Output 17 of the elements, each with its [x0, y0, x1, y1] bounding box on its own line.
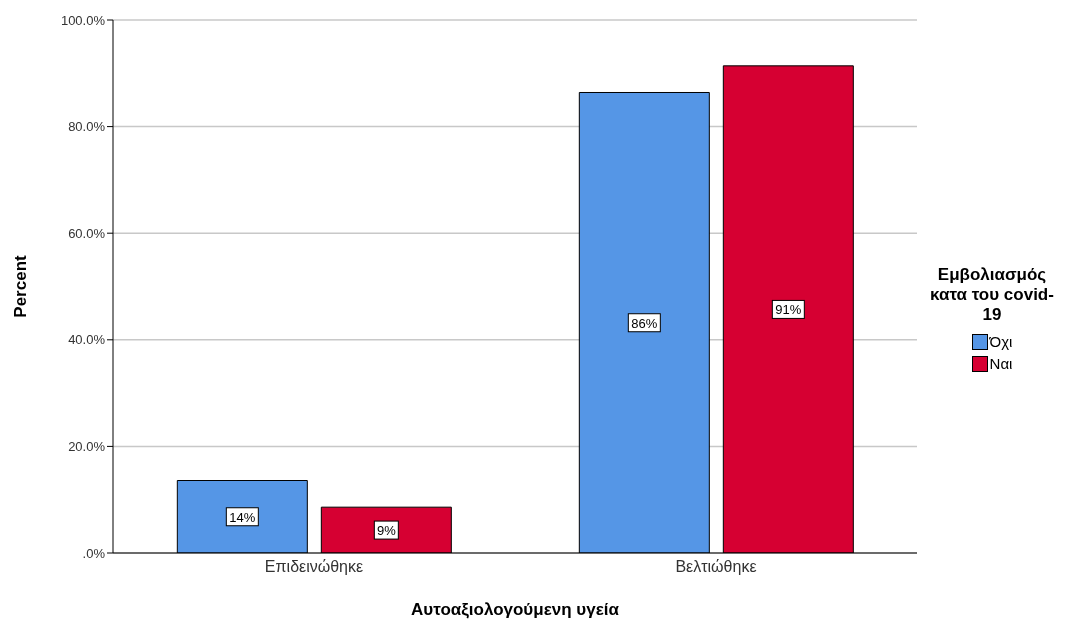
- legend-label: Όχι: [988, 332, 1013, 352]
- data-label: 9%: [376, 523, 397, 539]
- legend-label: Ναι: [988, 354, 1013, 374]
- y-tick-label: 100.0%: [60, 12, 106, 28]
- data-label: 86%: [631, 315, 658, 331]
- data-label: 91%: [775, 302, 802, 318]
- y-tick-label: .0%: [82, 545, 106, 561]
- y-tick-label: 80.0%: [68, 119, 106, 135]
- x-tick-label: Βελτιώθηκε: [675, 558, 757, 576]
- x-tick-label: Επιδεινώθηκε: [264, 558, 364, 576]
- y-tick-label: 60.0%: [68, 225, 106, 241]
- x-axis-title: Αυτοαξιολογούμενη υγεία: [411, 600, 620, 619]
- y-tick-label: 40.0%: [68, 332, 106, 348]
- y-axis-title: Percent: [11, 254, 31, 318]
- data-label: 14%: [229, 509, 256, 525]
- legend-title: Εμβολιασμός κατα του covid-19: [929, 265, 1055, 325]
- y-tick-label: 20.0%: [68, 439, 106, 455]
